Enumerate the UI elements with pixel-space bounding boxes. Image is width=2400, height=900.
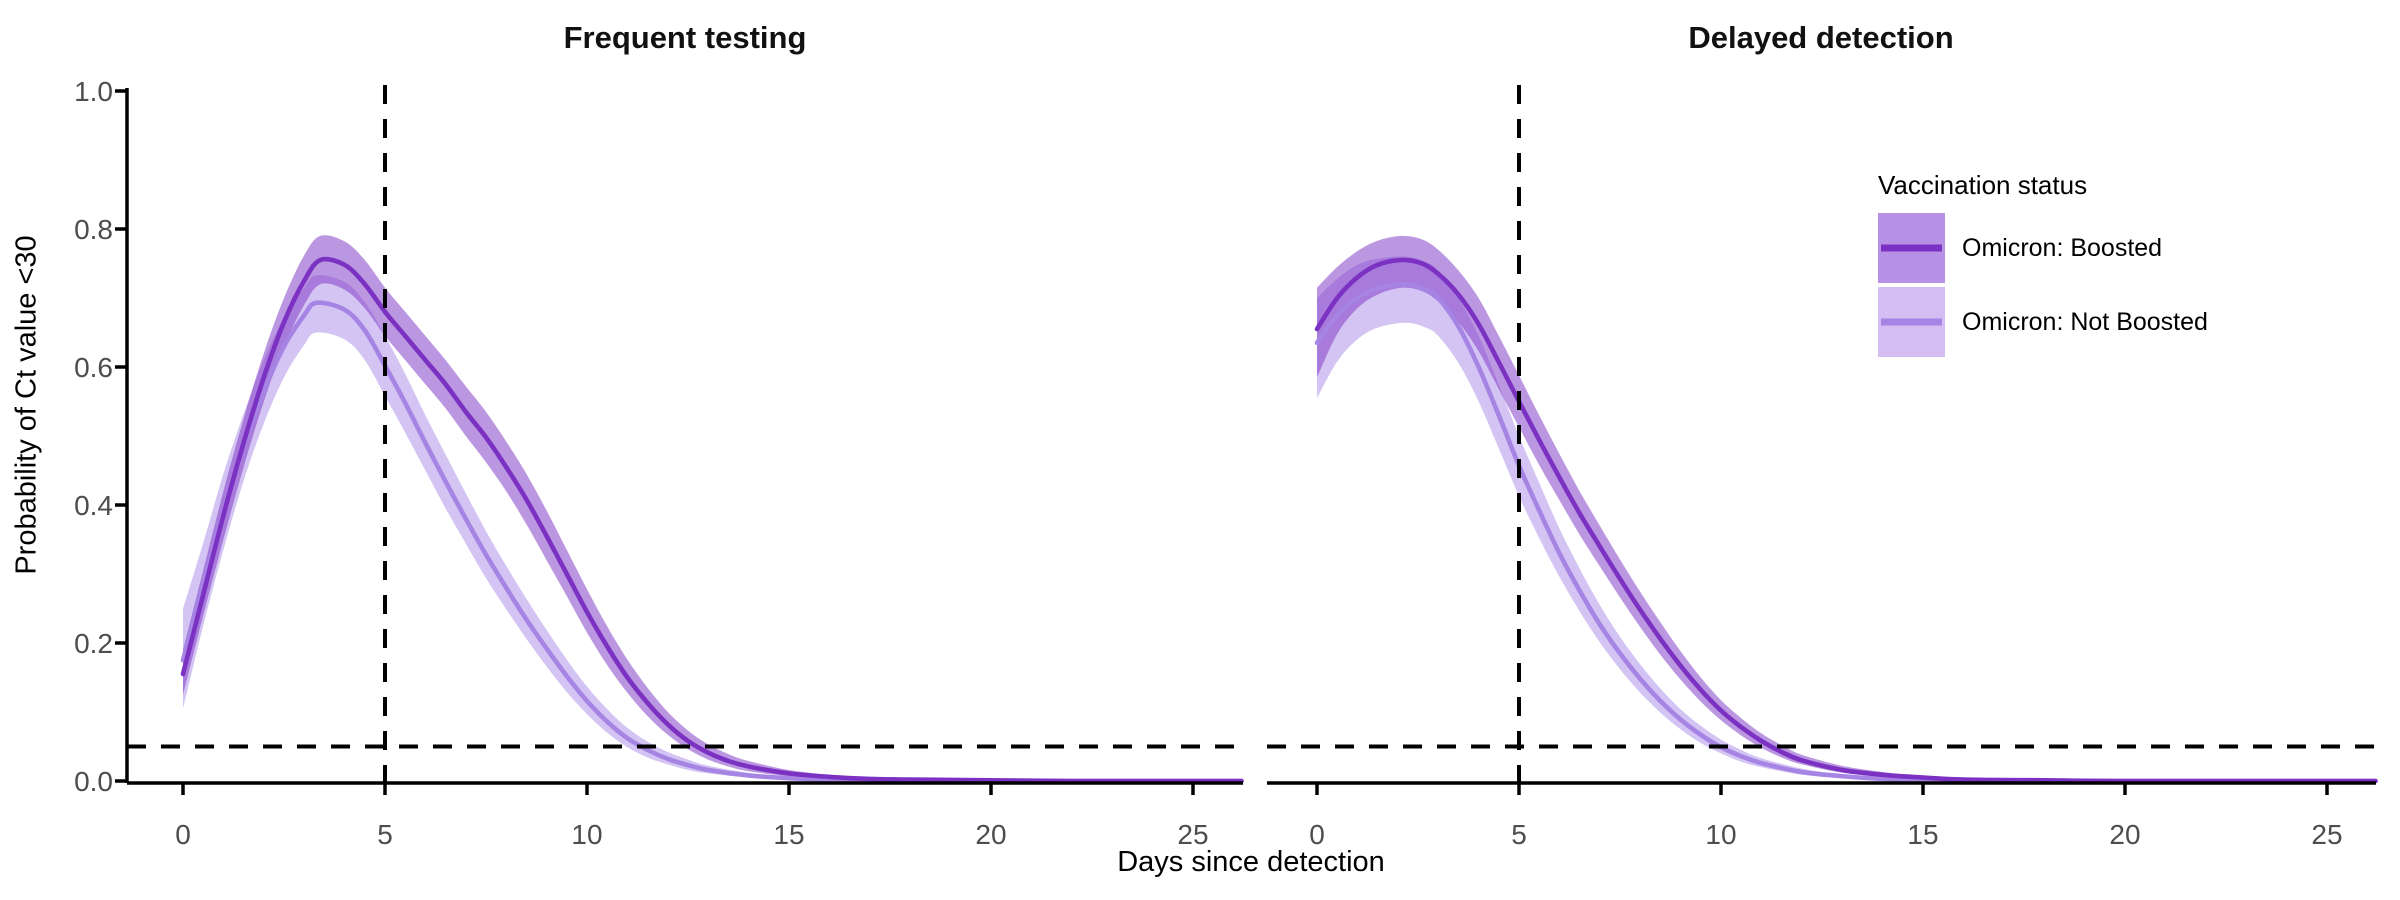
line-omicron-not-boosted: [180, 300, 1244, 784]
ribbon-omicron-boosted: [183, 235, 1242, 782]
ribbon-omicron-not-boosted: [1317, 256, 2376, 782]
y-tick-label: 0.0: [74, 766, 113, 797]
legend-label-not-boosted: Omicron: Not Boosted: [1962, 307, 2208, 336]
x-tick-label: 5: [377, 819, 393, 850]
x-tick-label: 0: [175, 819, 191, 850]
y-tick-label: 0.6: [74, 352, 113, 383]
y-tick-label: 0.4: [74, 490, 113, 521]
x-tick-label: 25: [1177, 819, 1208, 850]
y-tick-label: 1.0: [74, 76, 113, 107]
x-tick-label: 15: [773, 819, 804, 850]
x-tick-label: 0: [1309, 819, 1325, 850]
x-tick-label: 5: [1511, 819, 1527, 850]
line-omicron-boosted: [180, 256, 1244, 784]
panel-title-delayed-detection: Delayed detection: [1688, 20, 1954, 55]
legend-swatch-line-boosted: [1880, 244, 1943, 252]
x-axis-title: Days since detection: [1117, 846, 1385, 878]
y-tick-label: 0.8: [74, 214, 113, 245]
legend: Vaccination status Omicron: Boosted Omic…: [1878, 170, 2208, 361]
legend-swatch-not-boosted: [1878, 287, 1945, 357]
line-omicron-not-boosted: [1314, 281, 2378, 784]
legend-label-boosted: Omicron: Boosted: [1962, 233, 2163, 262]
x-tick-label: 20: [2109, 819, 2140, 850]
legend-swatch-line-not-boosted: [1880, 318, 1943, 326]
ribbon-omicron-not-boosted: [183, 275, 1242, 782]
legend-item-not-boosted: Omicron: Not Boosted: [1878, 287, 2208, 357]
y-tick-label: 0.2: [74, 628, 113, 659]
x-tick-label: 20: [975, 819, 1006, 850]
panel-title-frequent-testing: Frequent testing: [563, 20, 807, 55]
legend-title: Vaccination status: [1878, 170, 2088, 200]
x-tick-label: 10: [1705, 819, 1736, 850]
x-tick-label: 15: [1907, 819, 1938, 850]
legend-item-boosted: Omicron: Boosted: [1878, 213, 2208, 283]
x-tick-label: 25: [2311, 819, 2342, 850]
x-tick-label: 10: [571, 819, 602, 850]
legend-swatch-boosted: [1878, 213, 1945, 283]
line-omicron-boosted: [1314, 257, 2378, 784]
y-axis-title: Probability of Ct value <30: [10, 235, 43, 575]
